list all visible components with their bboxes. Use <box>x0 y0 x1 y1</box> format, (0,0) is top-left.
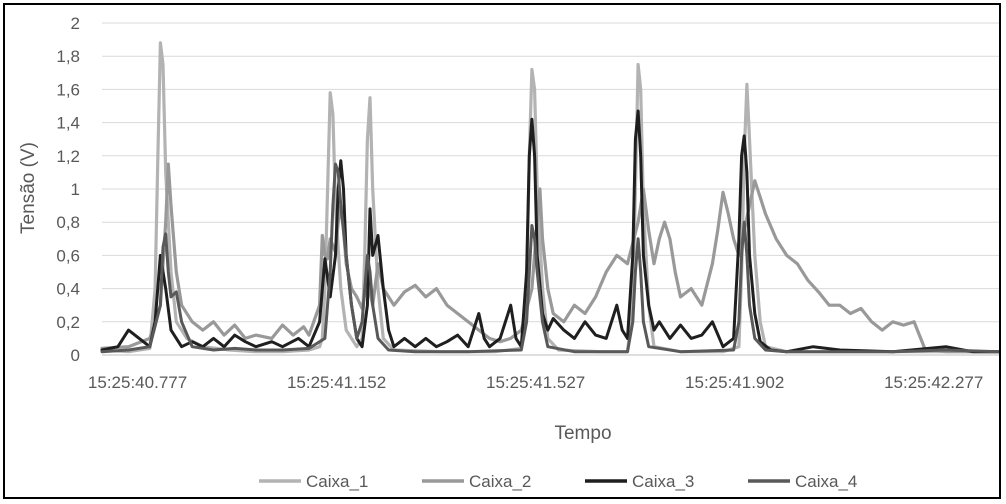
legend: Caixa_1 Caixa_2 Caixa_3 Caixa_4 <box>259 472 857 491</box>
x-tick-label: 15:25:41.902 <box>685 373 784 392</box>
y-tick-label: 1,2 <box>56 147 80 166</box>
legend-label: Caixa_2 <box>469 472 531 491</box>
chart-frame: 0 0,2 0,4 0,6 0,8 1 1,2 1,4 1,6 1,8 2 15:25:40.777… <box>3 3 1001 499</box>
y-tick-label: 1,8 <box>56 47 80 66</box>
x-axis-ticks: 15:25:40.777 15:25:41.152 15:25:41.527 15:2… <box>88 373 983 392</box>
y-tick-label: 0,8 <box>56 213 80 232</box>
series-lines <box>100 41 999 354</box>
series-line-caixa-3 <box>100 109 999 354</box>
y-tick-label: 0,4 <box>56 280 80 299</box>
y-tick-label: 0 <box>71 346 80 365</box>
legend-label: Caixa_1 <box>306 472 368 491</box>
x-tick-label: 15:25:41.152 <box>287 373 386 392</box>
x-tick-label: 15:25:41.527 <box>486 373 585 392</box>
y-tick-label: 0,6 <box>56 246 80 265</box>
series-line-caixa-4 <box>100 162 999 354</box>
y-tick-label: 1 <box>71 180 80 199</box>
y-axis-title: Tensão (V) <box>18 142 39 234</box>
x-tick-label: 15:25:40.777 <box>88 373 187 392</box>
y-tick-label: 1,4 <box>56 114 80 133</box>
legend-label: Caixa_3 <box>632 472 694 491</box>
x-axis-title: Tempo <box>554 423 611 444</box>
y-axis-ticks: 0 0,2 0,4 0,6 0,8 1 1,2 1,4 1,6 1,8 2 <box>56 14 80 365</box>
gridlines <box>102 22 999 356</box>
x-tick-label: 15:25:42.277 <box>884 373 983 392</box>
y-tick-label: 2 <box>71 14 80 33</box>
line-chart: 0 0,2 0,4 0,6 0,8 1 1,2 1,4 1,6 1,8 2 15:25:40.777… <box>18 14 999 491</box>
y-tick-label: 0,2 <box>56 313 80 332</box>
y-tick-label: 1,6 <box>56 80 80 99</box>
legend-label: Caixa_4 <box>795 472 857 491</box>
